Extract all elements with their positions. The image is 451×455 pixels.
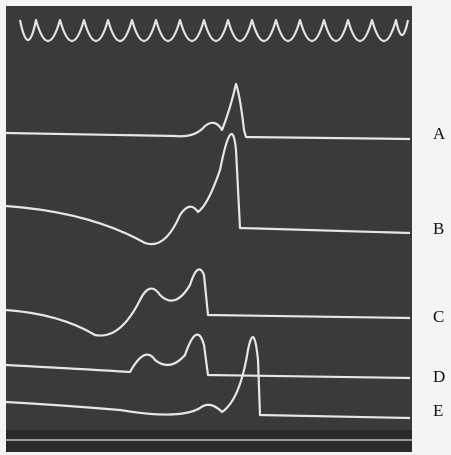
trace-label: B [433, 219, 444, 239]
bottom-strip [6, 430, 412, 452]
oscillogram [0, 0, 451, 455]
figure: A B C D E [0, 0, 451, 455]
trace-label: A [433, 124, 445, 144]
trace-label: E [433, 401, 443, 421]
photo-background [6, 6, 412, 452]
trace-label: D [433, 367, 445, 387]
trace-label: C [433, 307, 444, 327]
